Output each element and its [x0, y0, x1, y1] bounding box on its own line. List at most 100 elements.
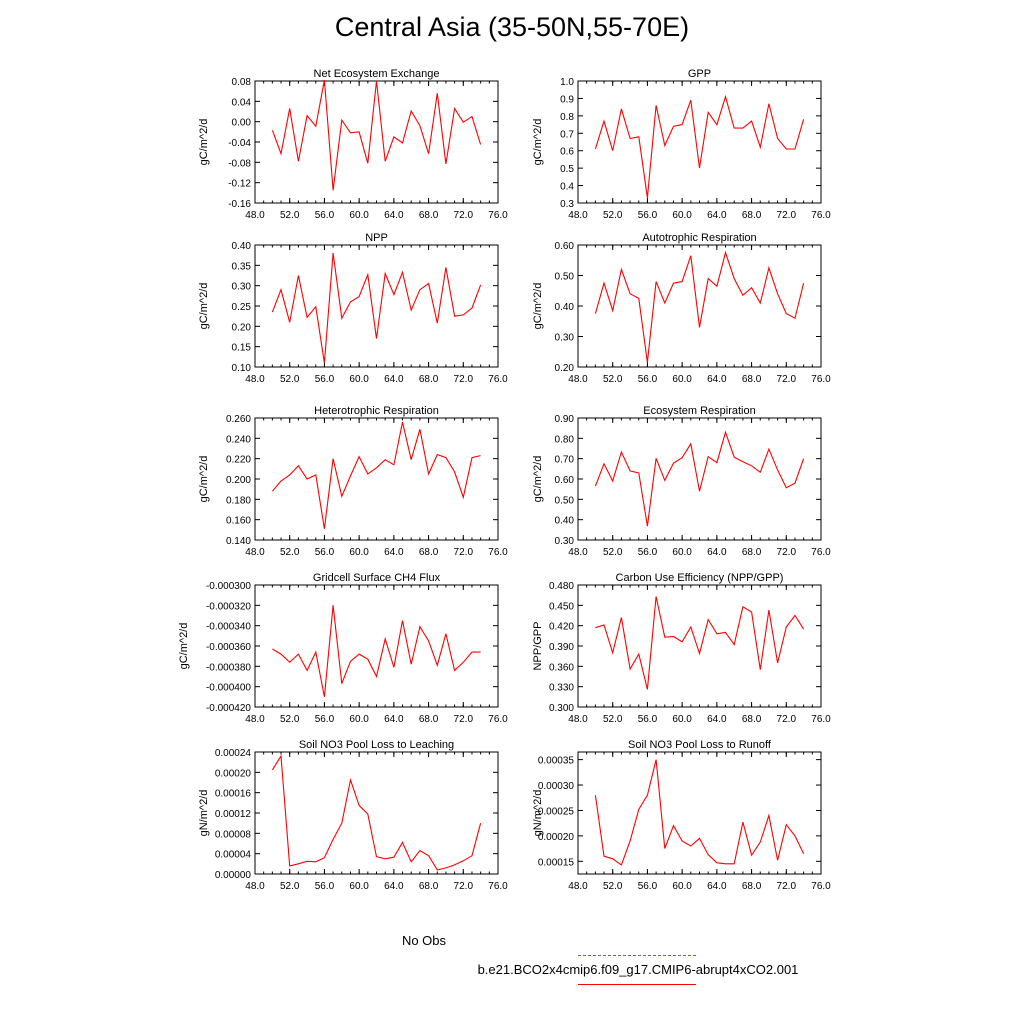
- x-tick-label: 76.0: [811, 714, 831, 725]
- x-tick-label: 48.0: [568, 374, 588, 385]
- x-tick-label: 52.0: [603, 714, 623, 725]
- y-tick-label: 0.80: [555, 434, 575, 445]
- panel-1: 48.0 52.0 56.0 60.0 64.0 68.0 72.0 76.0 1.0 0.9 0.…: [532, 68, 831, 221]
- x-tick-label: 64.0: [707, 374, 727, 385]
- plot-frame: [254, 244, 499, 368]
- plot-frame: [254, 417, 499, 541]
- y-tick-label: 0.35: [232, 261, 252, 272]
- y-tick-label: 0.00004: [215, 850, 252, 861]
- y-tick-label: 0.00016: [215, 789, 252, 800]
- plot-frame: [577, 244, 822, 368]
- y-tick-label: 0.330: [549, 683, 574, 694]
- x-tick-label: 76.0: [488, 374, 508, 385]
- y-tick-label: -0.000420: [206, 703, 251, 714]
- x-tick-label: 64.0: [384, 210, 404, 221]
- x-tick-label: 48.0: [568, 881, 588, 892]
- y-tick-label: 0.140: [226, 536, 251, 547]
- y-tick-label: 0.390: [549, 642, 574, 653]
- x-tick-label: 60.0: [672, 374, 692, 385]
- x-tick-label: 64.0: [384, 881, 404, 892]
- y-axis-label: gC/m^2/d: [532, 119, 544, 166]
- y-tick-label: 0.260: [226, 414, 251, 425]
- plot-frame: [577, 417, 822, 541]
- x-tick-label: 52.0: [603, 547, 623, 558]
- y-tick-label: 0.50: [555, 272, 575, 283]
- x-tick-label: 60.0: [349, 547, 369, 558]
- y-tick-label: -0.12: [228, 179, 251, 190]
- panel-title: Ecosystem Respiration: [643, 405, 756, 417]
- legend-model-line: [578, 984, 696, 985]
- y-tick-label: 0.00012: [215, 809, 252, 820]
- y-tick-label: 0.40: [555, 302, 575, 313]
- x-tick-label: 60.0: [672, 881, 692, 892]
- y-tick-label: 0.50: [555, 495, 575, 506]
- x-tick-label: 68.0: [742, 881, 762, 892]
- panel-title: Autotrophic Respiration: [642, 232, 756, 244]
- x-tick-label: 68.0: [419, 210, 439, 221]
- x-tick-label: 72.0: [454, 547, 474, 558]
- panel-title: Soil NO3 Pool Loss to Runoff: [628, 739, 772, 751]
- x-tick-label: 72.0: [777, 374, 797, 385]
- y-tick-label: 0.200: [226, 475, 251, 486]
- y-axis-label: gC/m^2/d: [198, 283, 210, 330]
- y-tick-label: 0.6: [560, 147, 574, 158]
- panel-0: 48.0 52.0 56.0 60.0 64.0 68.0 72.0 76.0 0.08 0.04…: [198, 68, 508, 221]
- y-tick-label: 0.00000: [215, 870, 252, 881]
- y-tick-label: -0.000300: [206, 581, 251, 592]
- panel-title: Heterotrophic Respiration: [314, 405, 439, 417]
- series-line: [271, 754, 482, 871]
- y-tick-label: 0.15: [232, 343, 252, 354]
- x-tick-label: 76.0: [811, 374, 831, 385]
- x-tick-label: 76.0: [811, 881, 831, 892]
- series-line: [272, 605, 481, 697]
- x-tick-label: 64.0: [384, 714, 404, 725]
- y-axis-label: gN/m^2/d: [532, 790, 544, 837]
- y-tick-label: 0.00: [232, 118, 252, 129]
- y-tick-label: 0.160: [226, 516, 251, 527]
- y-tick-label: -0.04: [228, 138, 251, 149]
- series-line: [271, 253, 482, 363]
- y-tick-label: 0.00020: [538, 832, 575, 843]
- y-tick-label: 0.00025: [538, 806, 575, 817]
- y-tick-label: 0.60: [555, 241, 575, 252]
- series-line: [594, 759, 805, 866]
- y-tick-label: -0.000400: [206, 683, 251, 694]
- x-tick-label: 56.0: [638, 881, 658, 892]
- x-tick-label: 64.0: [707, 881, 727, 892]
- series-line: [271, 79, 482, 191]
- x-tick-label: 52.0: [603, 210, 623, 221]
- x-tick-label: 76.0: [488, 881, 508, 892]
- y-tick-label: 0.450: [549, 601, 574, 612]
- x-tick-label: 60.0: [349, 210, 369, 221]
- y-axis-label: gC/m^2/d: [178, 623, 190, 670]
- x-tick-label: 52.0: [603, 881, 623, 892]
- panel-4: 48.0 52.0 56.0 60.0 64.0 68.0 72.0 76.0 0.260 0.2…: [198, 405, 508, 558]
- x-tick-label: 52.0: [280, 547, 300, 558]
- y-tick-label: 0.20: [555, 363, 575, 374]
- y-tick-label: -0.000380: [206, 662, 251, 673]
- x-tick-label: 72.0: [454, 714, 474, 725]
- series-line: [594, 250, 805, 363]
- y-tick-label: 0.70: [555, 455, 575, 466]
- y-tick-label: 0.7: [560, 129, 574, 140]
- y-tick-label: 0.40: [555, 516, 575, 527]
- x-tick-label: 52.0: [280, 881, 300, 892]
- x-tick-label: 56.0: [315, 210, 335, 221]
- x-tick-label: 72.0: [454, 210, 474, 221]
- panel-title: Gridcell Surface CH4 Flux: [313, 572, 441, 584]
- y-tick-label: 0.30: [555, 536, 575, 547]
- x-tick-label: 48.0: [245, 210, 265, 221]
- y-tick-label: -0.000340: [206, 622, 251, 633]
- x-tick-label: 52.0: [280, 210, 300, 221]
- panel-8: 48.0 52.0 56.0 60.0 64.0 68.0 72.0 76.0 0.00024 0…: [198, 739, 508, 892]
- y-tick-label: 0.5: [560, 164, 574, 175]
- y-tick-label: 0.40: [232, 241, 252, 252]
- plot-frame: [254, 80, 499, 204]
- x-tick-label: 52.0: [280, 714, 300, 725]
- x-tick-label: 64.0: [707, 210, 727, 221]
- legend-obs-label: No Obs: [401, 933, 447, 948]
- y-tick-label: 0.00030: [538, 781, 575, 792]
- y-tick-label: 0.00024: [215, 748, 252, 759]
- panel-7: 48.0 52.0 56.0 60.0 64.0 68.0 72.0 76.0 0.480 0.4…: [532, 572, 831, 725]
